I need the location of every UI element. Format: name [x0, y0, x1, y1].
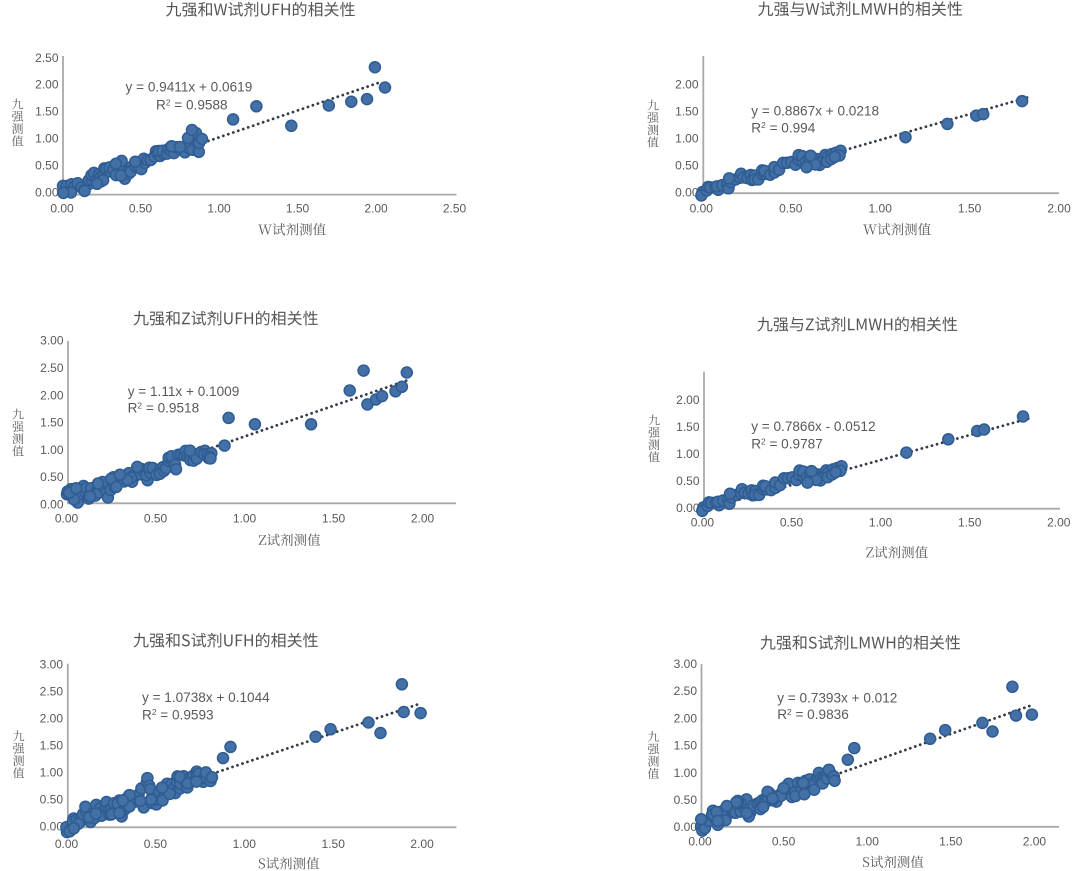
svg-text:0.50: 0.50: [35, 159, 59, 173]
svg-text:y = 0.8867x + 0.0218: y = 0.8867x + 0.0218: [751, 104, 879, 119]
svg-text:2.00: 2.00: [40, 712, 64, 726]
svg-text:1.00: 1.00: [40, 766, 64, 780]
svg-text:y = 1.11x + 0.1009: y = 1.11x + 0.1009: [128, 384, 240, 399]
svg-text:y = 1.0738x + 0.1044: y = 1.0738x + 0.1044: [142, 690, 270, 705]
svg-text:1.00: 1.00: [869, 202, 893, 216]
svg-text:0.50: 0.50: [40, 470, 64, 484]
svg-text:0.00: 0.00: [688, 835, 712, 849]
svg-text:1.00: 1.00: [676, 447, 700, 461]
svg-text:1.00: 1.00: [40, 443, 64, 457]
svg-text:1.00: 1.00: [856, 835, 880, 849]
svg-text:0.50: 0.50: [780, 516, 804, 530]
svg-text:1.50: 1.50: [675, 105, 699, 119]
svg-text:R2 = 0.994: R2 = 0.994: [751, 120, 815, 135]
svg-text:0.00: 0.00: [691, 516, 715, 530]
svg-text:0.50: 0.50: [772, 835, 796, 849]
svg-text:1.00: 1.00: [207, 202, 231, 216]
svg-text:2.00: 2.00: [1023, 835, 1047, 849]
svg-text:2.50: 2.50: [40, 361, 64, 375]
svg-text:R2 = 0.9588: R2 = 0.9588: [156, 97, 228, 112]
svg-text:2.00: 2.00: [674, 711, 698, 725]
svg-text:1.00: 1.00: [674, 766, 698, 780]
svg-text:R2 = 0.9518: R2 = 0.9518: [128, 400, 200, 415]
svg-text:0.50: 0.50: [129, 202, 153, 216]
svg-text:R2 = 0.9787: R2 = 0.9787: [751, 437, 823, 452]
svg-text:1.50: 1.50: [958, 516, 982, 530]
svg-text:0.00: 0.00: [55, 512, 79, 526]
svg-text:1.50: 1.50: [676, 420, 700, 434]
svg-text:0.00: 0.00: [35, 186, 59, 200]
svg-text:y = 0.7866x - 0.0512: y = 0.7866x - 0.0512: [751, 419, 875, 434]
svg-text:1.50: 1.50: [40, 416, 64, 430]
svg-text:0.00: 0.00: [690, 202, 714, 216]
svg-text:2.50: 2.50: [674, 684, 698, 698]
svg-text:1.50: 1.50: [286, 202, 310, 216]
svg-text:0.00: 0.00: [676, 501, 700, 515]
svg-text:2.50: 2.50: [35, 51, 59, 65]
svg-text:0.50: 0.50: [675, 159, 699, 173]
svg-text:3.00: 3.00: [40, 658, 64, 672]
svg-text:0.00: 0.00: [40, 498, 64, 512]
svg-text:0.50: 0.50: [674, 793, 698, 807]
svg-text:2.00: 2.00: [364, 202, 388, 216]
svg-text:1.00: 1.00: [233, 837, 257, 851]
svg-text:3.00: 3.00: [40, 334, 64, 348]
svg-text:R2 = 0.9593: R2 = 0.9593: [142, 707, 214, 722]
svg-text:1.50: 1.50: [674, 739, 698, 753]
svg-text:y = 0.9411x + 0.0619: y = 0.9411x + 0.0619: [126, 80, 253, 95]
svg-text:2.00: 2.00: [411, 512, 435, 526]
svg-text:2.50: 2.50: [40, 685, 64, 699]
svg-text:R2 = 0.9836: R2 = 0.9836: [777, 707, 849, 722]
svg-text:2.50: 2.50: [443, 202, 467, 216]
svg-text:0.50: 0.50: [40, 793, 64, 807]
svg-text:0.50: 0.50: [144, 837, 168, 851]
svg-text:1.00: 1.00: [869, 516, 893, 530]
svg-text:2.00: 2.00: [35, 78, 59, 92]
svg-text:1.50: 1.50: [322, 512, 346, 526]
svg-text:0.50: 0.50: [144, 512, 168, 526]
svg-text:0.50: 0.50: [779, 202, 803, 216]
svg-text:1.50: 1.50: [939, 835, 963, 849]
svg-text:2.00: 2.00: [410, 837, 434, 851]
svg-text:y = 0.7393x + 0.012: y = 0.7393x + 0.012: [777, 690, 897, 705]
svg-text:1.00: 1.00: [675, 132, 699, 146]
svg-text:2.00: 2.00: [1047, 202, 1071, 216]
svg-text:1.50: 1.50: [322, 837, 346, 851]
svg-text:1.50: 1.50: [35, 105, 59, 119]
svg-text:3.00: 3.00: [674, 657, 698, 671]
svg-text:0.00: 0.00: [40, 820, 64, 834]
svg-text:0.00: 0.00: [675, 186, 699, 200]
svg-text:2.00: 2.00: [676, 393, 700, 407]
svg-text:1.50: 1.50: [958, 202, 982, 216]
svg-text:0.00: 0.00: [55, 837, 79, 851]
svg-text:1.50: 1.50: [40, 739, 64, 753]
svg-text:0.00: 0.00: [50, 202, 74, 216]
svg-text:2.00: 2.00: [1047, 516, 1071, 530]
svg-text:2.00: 2.00: [40, 388, 64, 402]
svg-text:1.00: 1.00: [233, 512, 257, 526]
svg-text:1.00: 1.00: [35, 132, 59, 146]
svg-text:2.00: 2.00: [675, 78, 699, 92]
svg-text:0.50: 0.50: [676, 474, 700, 488]
svg-text:0.00: 0.00: [674, 820, 698, 834]
